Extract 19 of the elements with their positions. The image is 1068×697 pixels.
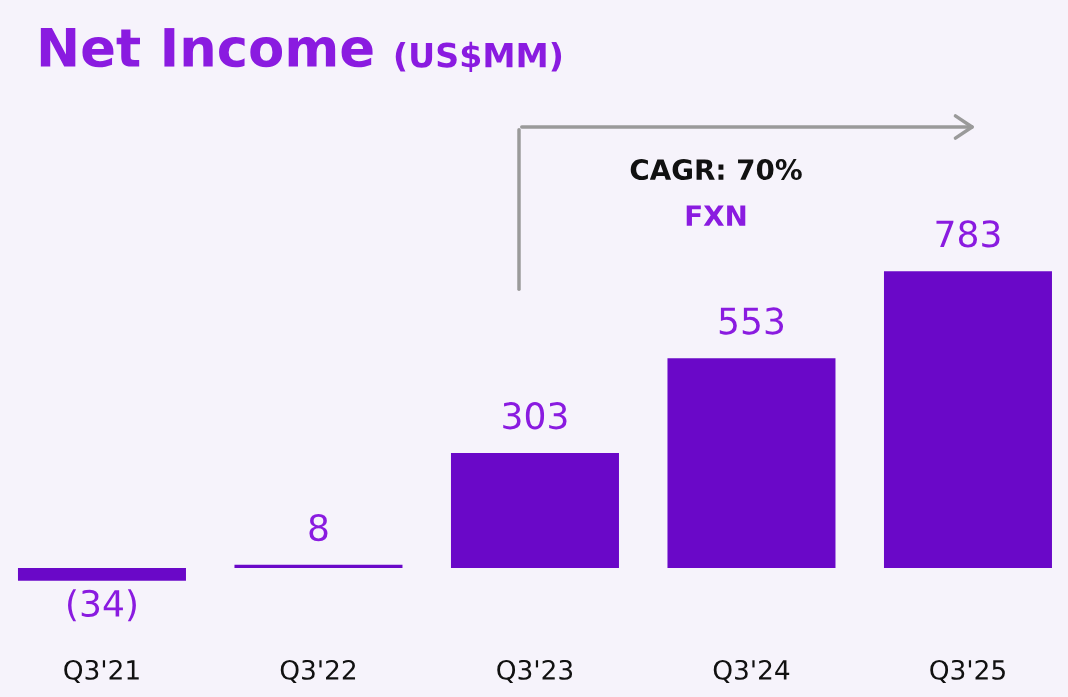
data-label: (34) <box>68 589 136 622</box>
data-label: 783 <box>936 220 1000 248</box>
bar <box>883 271 1052 568</box>
data-label: 303 <box>503 402 567 430</box>
data-label: 8 <box>309 513 328 542</box>
x-tick-label: Q3'24 <box>713 659 790 683</box>
x-tick-label: Q3'25 <box>930 659 1005 683</box>
bar <box>667 358 836 568</box>
x-tick-label: Q3'22 <box>280 659 356 683</box>
x-tick-label: Q3'23 <box>497 659 573 683</box>
text: FXN <box>686 205 746 226</box>
bar <box>17 567 186 581</box>
chart-subtitle: (US$MM) <box>395 41 562 73</box>
text: CAGR: 70% <box>630 159 802 181</box>
chart-title: Net Income <box>40 28 373 68</box>
bar <box>450 453 619 568</box>
data-label: 553 <box>719 307 784 335</box>
x-tick-label: Q3'21 <box>64 659 139 683</box>
bar <box>234 564 403 568</box>
